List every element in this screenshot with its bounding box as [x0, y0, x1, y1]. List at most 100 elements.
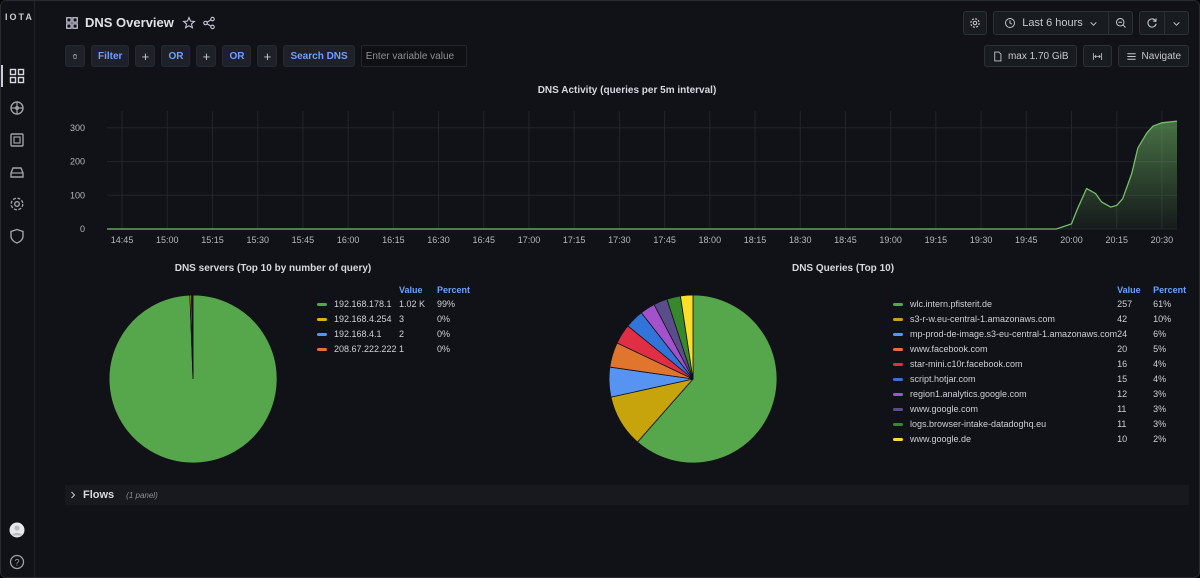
x-tick-label: 20:00	[1060, 235, 1083, 245]
legend-value: 11	[1117, 419, 1127, 429]
navigate-button[interactable]: Navigate	[1117, 45, 1189, 67]
dns-activity-chart: 14:45 15:00 15:15 15:30 15:45 16:00 16:15 16:30…	[70, 111, 1178, 245]
add-or-button-1[interactable]: +	[196, 45, 217, 67]
avatar[interactable]	[9, 522, 25, 538]
legend-value: 11	[1117, 404, 1127, 414]
servers-col-percent[interactable]: Percent	[437, 285, 471, 295]
x-tick-label: 17:00	[518, 235, 541, 245]
legend-row[interactable]: wlc.intern.pfisterit.de 257 61%	[893, 298, 1186, 313]
legend-label: script.hotjar.com	[910, 374, 976, 384]
add-filter-button[interactable]: +	[135, 45, 156, 67]
legend-row[interactable]: mp-prod-de-image.s3-eu-central-1.amazona…	[893, 328, 1186, 343]
trash-icon	[73, 53, 77, 59]
legend-row[interactable]: 192.168.178.1 1.02 K 99%	[317, 298, 470, 313]
memory-indicator[interactable]: max 1.70 GiB	[983, 45, 1077, 67]
legend-name-cell: mp-prod-de-image.s3-eu-central-1.amazona…	[893, 328, 1117, 343]
legend-name-cell: wlc.intern.pfisterit.de	[893, 298, 1117, 313]
servers-col-value[interactable]: Value	[399, 285, 423, 295]
x-tick-label: 19:00	[879, 235, 902, 245]
legend-name-cell: 192.168.4.254	[317, 313, 399, 328]
add-or-button-2[interactable]: +	[257, 45, 278, 67]
activity-panel-title: DNS Activity (queries per 5m interval)	[537, 85, 717, 96]
legend-name-cell: script.hotjar.com	[893, 373, 1117, 388]
search-dns-input[interactable]: Enter variable value	[360, 45, 467, 67]
legend-name-cell: s3-r-w.eu-central-1.amazonaws.com	[893, 313, 1117, 328]
legend-label: 192.168.178.1	[334, 299, 392, 309]
legend-label: wlc.intern.pfisterit.de	[910, 299, 993, 309]
legend-row[interactable]: www.facebook.com 20 5%	[893, 343, 1186, 358]
legend-label: 192.168.4.254	[334, 314, 392, 324]
legend-percent: 0%	[437, 329, 451, 339]
legend-percent: 61%	[1153, 299, 1172, 309]
legend-row[interactable]: script.hotjar.com 15 4%	[893, 373, 1186, 388]
legend-swatch	[893, 318, 903, 322]
legend-row[interactable]: s3-r-w.eu-central-1.amazonaws.com 42 10%	[893, 313, 1186, 328]
refresh-button[interactable]	[1139, 11, 1165, 35]
y-tick-label: 0	[80, 224, 85, 234]
legend-row[interactable]: star-mini.c10r.facebook.com 16 4%	[893, 358, 1186, 373]
x-tick-label: 16:00	[337, 235, 360, 245]
x-tick-label: 17:45	[653, 235, 676, 245]
queries-col-percent[interactable]: Percent	[1153, 285, 1187, 295]
y-tick-label: 300	[70, 123, 85, 133]
legend-percent: 3%	[1153, 419, 1167, 429]
legend-row[interactable]: www.google.com 11 3%	[893, 403, 1186, 418]
alert-icon[interactable]	[9, 132, 25, 148]
main-content: DNS Overview	[53, 1, 1199, 577]
explore-icon[interactable]	[9, 100, 25, 116]
dashboards-icon[interactable]	[9, 68, 25, 84]
logo: IOTA	[5, 12, 34, 22]
legend-swatch	[893, 333, 903, 337]
gear-icon	[970, 18, 980, 28]
legend-label: logs.browser-intake-datadoghq.eu	[910, 419, 1047, 429]
queries-col-value[interactable]: Value	[1117, 285, 1141, 295]
zoom-out-button[interactable]	[1109, 11, 1133, 35]
sidebar-active-indicator	[1, 65, 3, 87]
legend-row[interactable]: logs.browser-intake-datadoghq.eu 11 3%	[893, 418, 1186, 433]
legend-value: 257	[1117, 299, 1133, 309]
legend-label: www.facebook.com	[910, 344, 988, 354]
time-range-picker[interactable]: Last 6 hours	[993, 11, 1109, 35]
legend-swatch	[317, 318, 327, 322]
legend-row[interactable]: region1.analytics.google.com 12 3%	[893, 388, 1186, 403]
plus-icon: +	[263, 48, 272, 64]
legend-row[interactable]: www.google.de 10 2%	[893, 433, 1186, 448]
x-tick-label: 17:30	[608, 235, 631, 245]
plus-icon: +	[202, 48, 211, 64]
legend-value: 3	[399, 314, 405, 324]
refresh-interval-dropdown[interactable]	[1165, 11, 1189, 35]
filter-label[interactable]: Filter	[91, 45, 130, 67]
legend-percent: 3%	[1153, 389, 1167, 399]
x-tick-label: 19:30	[970, 235, 993, 245]
legend-row[interactable]: 192.168.4.1 2 0%	[317, 328, 470, 343]
x-tick-label: 19:45	[1015, 235, 1038, 245]
x-tick-label: 18:15	[744, 235, 767, 245]
legend-swatch	[893, 423, 903, 427]
x-tick-label: 18:30	[789, 235, 812, 245]
x-tick-label: 15:00	[156, 235, 179, 245]
legend-swatch	[893, 363, 903, 367]
or-label-1[interactable]: OR	[161, 45, 191, 67]
legend-swatch	[317, 333, 327, 337]
storage-icon[interactable]	[9, 164, 25, 180]
shield-icon[interactable]	[9, 228, 25, 244]
collapse-width-button[interactable]	[1082, 45, 1112, 67]
settings-icon[interactable]	[9, 196, 25, 212]
delete-filter-button[interactable]	[65, 45, 85, 67]
dns-queries-pie-chart	[608, 294, 778, 464]
plus-icon: +	[141, 48, 150, 64]
legend-row[interactable]: 192.168.4.254 3 0%	[317, 313, 470, 328]
flows-subtitle: (1 panel)	[126, 490, 158, 500]
legend-name-cell: logs.browser-intake-datadoghq.eu	[893, 418, 1117, 433]
x-tick-label: 16:30	[427, 235, 450, 245]
flows-row[interactable]: Flows (1 panel)	[65, 485, 1189, 505]
or-label-2[interactable]: OR	[222, 45, 252, 67]
queries-pie-slice	[636, 294, 778, 464]
legend-row[interactable]: 208.67.222.222 1 0%	[317, 343, 470, 358]
share-icon[interactable]	[202, 16, 216, 30]
help-icon[interactable]: ?	[9, 554, 25, 570]
legend-name-cell: www.google.com	[893, 403, 1117, 418]
star-icon[interactable]	[182, 15, 196, 30]
dashboard-settings-button[interactable]	[963, 11, 987, 35]
